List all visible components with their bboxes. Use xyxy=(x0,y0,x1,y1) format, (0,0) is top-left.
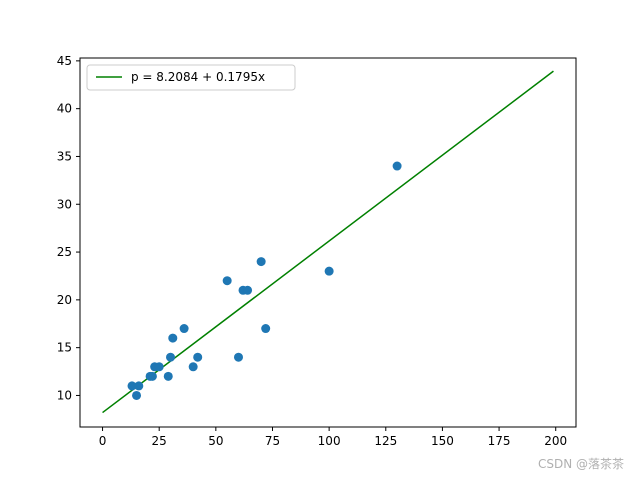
data-point xyxy=(168,333,178,343)
data-point xyxy=(134,381,144,391)
data-point xyxy=(193,352,203,362)
data-point xyxy=(261,324,271,334)
y-tick-label: 25 xyxy=(57,245,72,259)
data-point xyxy=(233,352,243,362)
data-point xyxy=(324,266,334,276)
watermark: CSDN @落茶茶 xyxy=(537,457,624,471)
y-tick-label: 10 xyxy=(57,388,72,402)
data-point xyxy=(127,381,137,391)
fit-line xyxy=(102,70,554,414)
y-tick-label: 15 xyxy=(57,341,72,355)
legend-box xyxy=(86,64,296,91)
data-point xyxy=(243,285,253,295)
x-tick-label: 150 xyxy=(431,434,454,448)
y-tick-label: 30 xyxy=(57,197,72,211)
x-tick-label: 75 xyxy=(265,434,280,448)
legend: p = 8.2084 + 0.1795x xyxy=(86,64,296,91)
data-point xyxy=(179,324,189,334)
scatter-points xyxy=(127,161,402,400)
data-point xyxy=(154,362,164,372)
y-tick-label: 35 xyxy=(57,149,72,163)
legend-label: p = 8.2084 + 0.1795x xyxy=(131,70,265,84)
x-tick-label: 25 xyxy=(152,434,167,448)
y-tick-label: 45 xyxy=(57,54,72,68)
data-point xyxy=(132,390,142,400)
plot-area-frame xyxy=(79,57,577,428)
fit-line-layer xyxy=(102,70,554,414)
data-point xyxy=(147,371,157,381)
y-tick-label: 20 xyxy=(57,293,72,307)
x-tick-label: 175 xyxy=(488,434,511,448)
x-tick-label: 200 xyxy=(544,434,567,448)
y-tick-label: 40 xyxy=(57,102,72,116)
x-tick-label: 50 xyxy=(208,434,223,448)
axis-ticks: 0 25 50 75 100 125 150 175 200 10 15 20 25 30 35 40 45 xyxy=(57,54,567,448)
data-point xyxy=(163,371,173,381)
data-point xyxy=(166,352,176,362)
data-point xyxy=(392,161,402,171)
x-tick-label: 0 xyxy=(99,434,107,448)
x-tick-label: 125 xyxy=(374,434,397,448)
data-point xyxy=(188,362,198,372)
x-tick-label: 100 xyxy=(318,434,341,448)
data-point xyxy=(222,276,232,286)
data-point xyxy=(256,257,266,267)
